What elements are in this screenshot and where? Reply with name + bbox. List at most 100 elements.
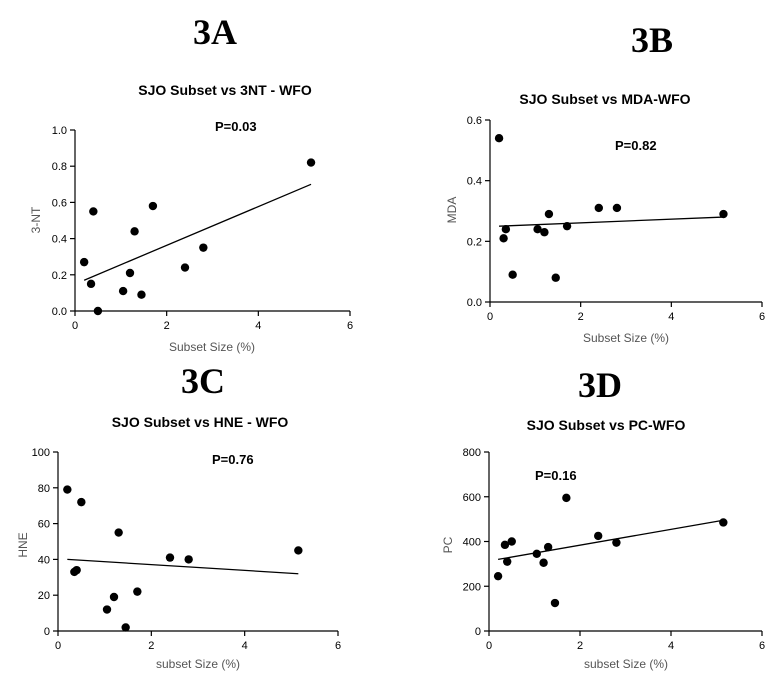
y-tick-label: 20 (38, 590, 50, 602)
chart-title: SJO Subset vs PC-WFO (527, 417, 686, 433)
panel-3b: 3B SJO Subset vs MDA-WFO P=0.82 Subset S… (445, 20, 765, 345)
panel-3c: 3C SJO Subset vs HNE - WFO P=0.76 subset… (16, 361, 341, 671)
regression-line (497, 519, 724, 561)
data-point (130, 227, 139, 236)
x-tick-label: 2 (148, 640, 154, 652)
p-value-annotation: P=0.82 (615, 138, 657, 153)
panel-label: 3C (181, 361, 225, 401)
y-tick-label: 600 (463, 492, 481, 504)
data-point (306, 158, 316, 167)
chart-title: SJO Subset vs HNE - WFO (112, 414, 289, 430)
x-tick-label: 6 (347, 320, 353, 332)
panel-3d: 3D SJO Subset vs PC-WFO P=0.16 subset Si… (441, 365, 765, 671)
x-tick-label: 2 (164, 320, 170, 332)
panel-label: 3D (578, 365, 622, 405)
y-tick-label: 0 (475, 626, 481, 638)
x-tick-label: 0 (486, 640, 492, 652)
data-point (148, 201, 158, 211)
x-axis-title: Subset Size (%) (169, 340, 255, 354)
data-point (612, 203, 622, 213)
data-point (508, 270, 517, 279)
y-axis-title: PC (441, 536, 455, 553)
y-tick-label: 80 (38, 483, 50, 495)
data-point (199, 243, 208, 252)
data-point (114, 528, 123, 537)
data-point (121, 623, 130, 632)
chart-title: SJO Subset vs MDA-WFO (519, 91, 690, 107)
data-point (137, 290, 146, 299)
data-point (539, 558, 548, 567)
data-point (184, 555, 193, 564)
p-value-annotation: P=0.16 (535, 468, 577, 483)
y-tick-label: 400 (463, 537, 481, 549)
data-point (719, 518, 728, 527)
y-tick-label: 0.6 (467, 115, 482, 127)
data-point (165, 553, 175, 562)
data-point (79, 257, 89, 267)
y-tick-label: 0.6 (52, 197, 67, 209)
data-point (500, 540, 510, 550)
x-tick-label: 2 (577, 640, 583, 652)
x-tick-label: 6 (759, 311, 765, 323)
data-point (180, 263, 190, 272)
x-tick-label: 0 (55, 640, 61, 652)
data-point (499, 234, 508, 243)
data-point (612, 538, 621, 547)
x-tick-label: 4 (242, 640, 248, 652)
data-point (72, 565, 81, 575)
x-tick-label: 2 (578, 311, 584, 323)
x-tick-label: 6 (759, 640, 765, 652)
x-axis-title: Subset Size (%) (583, 331, 669, 345)
y-tick-label: 100 (32, 447, 50, 459)
y-tick-label: 200 (463, 581, 481, 593)
x-tick-label: 0 (72, 320, 78, 332)
panel-label: 3A (193, 12, 237, 52)
data-point (532, 549, 541, 559)
p-value-annotation: P=0.03 (215, 119, 257, 134)
y-tick-label: 0.0 (467, 297, 482, 309)
y-tick-label: 0.0 (52, 306, 67, 318)
y-axis-title: HNE (16, 532, 30, 557)
y-axis-title: 3-NT (29, 206, 43, 233)
x-tick-label: 4 (255, 320, 261, 332)
data-point (77, 497, 86, 507)
y-tick-label: 60 (38, 519, 50, 531)
data-point (594, 203, 603, 213)
x-tick-label: 4 (668, 640, 674, 652)
data-point (551, 273, 560, 282)
data-point (133, 587, 142, 596)
x-axis-title: subset Size (%) (156, 657, 240, 671)
panel-label: 3B (631, 20, 673, 60)
data-point (494, 134, 504, 143)
panel-3a: 3A SJO Subset vs 3NT - WFO P=0.03 Subset… (29, 12, 353, 354)
y-tick-label: 0.2 (467, 236, 482, 248)
regression-line (83, 183, 312, 281)
y-tick-label: 40 (38, 554, 50, 566)
data-point (118, 286, 128, 296)
x-tick-label: 4 (668, 311, 674, 323)
data-point (503, 557, 512, 566)
y-tick-label: 0.8 (52, 161, 67, 173)
data-point (719, 209, 728, 219)
data-point (533, 225, 542, 234)
data-point (562, 493, 571, 503)
y-axis-title: MDA (445, 197, 459, 224)
y-tick-label: 0.2 (52, 270, 67, 282)
x-axis-title: subset Size (%) (584, 657, 668, 671)
data-point (63, 485, 72, 494)
y-tick-label: 800 (463, 447, 481, 459)
p-value-annotation: P=0.76 (212, 452, 254, 467)
data-point (540, 228, 549, 237)
data-point (501, 225, 511, 234)
regression-line (67, 558, 299, 575)
data-point (89, 207, 98, 216)
data-point (294, 546, 303, 555)
chart-title: SJO Subset vs 3NT - WFO (138, 82, 312, 98)
x-tick-label: 0 (487, 311, 493, 323)
y-tick-label: 0.4 (52, 234, 67, 246)
x-tick-label: 6 (335, 640, 341, 652)
data-point (102, 605, 112, 614)
data-point (543, 542, 553, 552)
data-point (507, 537, 516, 546)
